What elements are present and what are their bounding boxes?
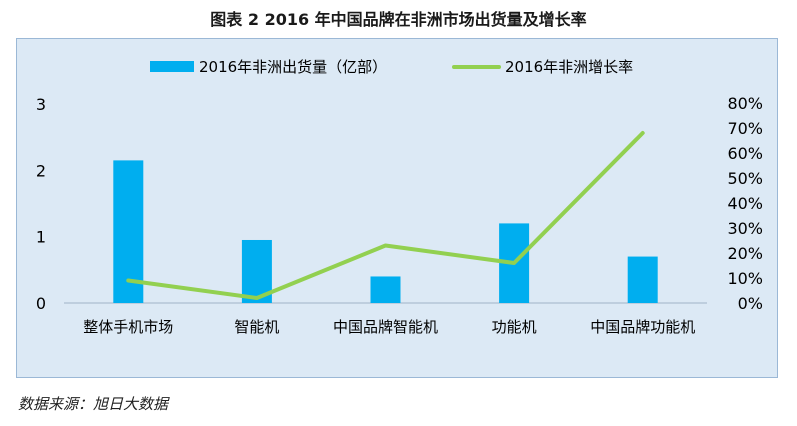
bar: [370, 276, 401, 303]
left-tick-label: 1: [36, 228, 46, 247]
left-tick-label: 2: [36, 161, 46, 180]
right-tick-label: 30%: [727, 219, 763, 238]
category-label: 功能机: [492, 318, 537, 336]
right-tick-label: 60%: [727, 144, 763, 163]
category-label: 整体手机市场: [83, 318, 173, 336]
left-axis: 0 1 2 3: [36, 95, 46, 313]
category-label: 中国品牌智能机: [333, 318, 438, 336]
figure-title: 图表 2 2016 年中国品牌在非洲市场出货量及增长率: [210, 10, 587, 29]
source-note: 数据来源：旭日大数据: [18, 395, 169, 413]
category-label: 中国品牌功能机: [590, 318, 695, 336]
right-tick-label: 20%: [727, 244, 763, 263]
legend: 2016年非洲出货量（亿部） 2016年非洲增长率: [150, 58, 633, 76]
left-tick-label: 0: [36, 294, 46, 313]
legend-bar-label: 2016年非洲出货量（亿部）: [199, 58, 387, 76]
right-tick-label: 80%: [727, 94, 763, 113]
growth-line: [126, 131, 645, 300]
bar: [627, 256, 658, 303]
right-tick-label: 0%: [738, 294, 763, 313]
left-tick-label: 3: [36, 95, 46, 114]
category-label: 智能机: [234, 318, 279, 336]
legend-line-label: 2016年非洲增长率: [505, 58, 633, 76]
category-labels: 整体手机市场 智能机 中国品牌智能机 功能机 中国品牌功能机: [83, 318, 695, 336]
right-axis: 0% 10% 20% 30% 40% 50% 60% 70% 80%: [727, 94, 763, 313]
right-tick-label: 70%: [727, 119, 763, 138]
right-tick-label: 40%: [727, 194, 763, 213]
chart-svg: 2016年非洲出货量（亿部） 2016年非洲增长率 0 1 2 3 0% 10% 20% 3…: [36, 58, 763, 336]
right-tick-label: 50%: [727, 169, 763, 188]
bar-series: [113, 160, 658, 303]
legend-bar-swatch: [150, 61, 194, 72]
chart-area: 2016年非洲出货量（亿部） 2016年非洲增长率 0 1 2 3 0% 10% 20% 3…: [16, 38, 778, 378]
right-tick-label: 10%: [727, 269, 763, 288]
